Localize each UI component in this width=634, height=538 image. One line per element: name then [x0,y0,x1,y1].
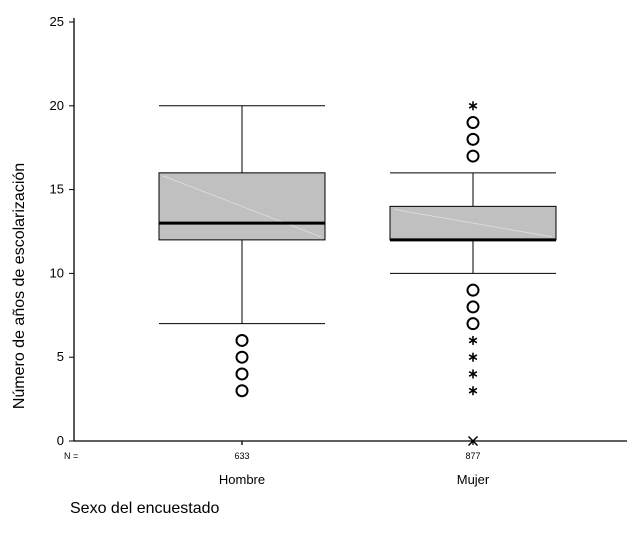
box-hombre [158,105,326,325]
category-label: Hombre [219,472,265,487]
extreme-asterisk [468,352,478,362]
box-highlight [162,175,322,238]
outlier-circle [466,300,480,314]
n-count-label: 877 [465,451,480,461]
y-tick-label: 10 [50,265,64,280]
category-label: Mujer [457,472,490,487]
y-tick-label: 15 [50,182,64,197]
outlier-circle [235,367,249,381]
extreme-asterisk [468,369,478,379]
outlier-circle [466,283,480,297]
x-axis-title: Sexo del encuestado [70,500,220,517]
outlier-circle [466,116,480,130]
asterisk-stroke [468,387,478,394]
outlier-circle [235,384,249,398]
outlier-circle [466,149,480,163]
n-count-label: 633 [234,451,249,461]
outlier-circle [235,350,249,364]
asterisk-stroke [468,337,478,344]
extreme-asterisk [468,386,478,396]
outlier-marks [235,101,480,447]
y-tick-label: 20 [50,98,64,113]
asterisk-stroke [468,102,478,109]
y-axis-title: Número de años de escolarización [11,163,28,409]
outlier-circle [235,333,249,347]
extreme-cross [467,435,479,447]
asterisk-stroke [468,371,478,377]
x-axis: N = 633 Hombre 877 Mujer [64,441,490,487]
outlier-circle [466,317,480,331]
box-highlight [393,208,553,238]
cross-stroke [467,435,479,447]
n-prefix-label: N = [64,451,78,461]
y-tick-label: 5 [57,349,64,364]
y-tick-label: 0 [57,433,64,448]
boxes [158,105,557,325]
plot-frame [73,18,627,442]
extreme-asterisk [468,101,478,111]
y-tick-label: 25 [50,14,64,29]
box-mujer [389,172,557,274]
outlier-circle [466,132,480,146]
extreme-asterisk [468,335,478,345]
asterisk-stroke [468,354,478,361]
y-axis: 0 5 10 15 20 25 [50,14,74,448]
